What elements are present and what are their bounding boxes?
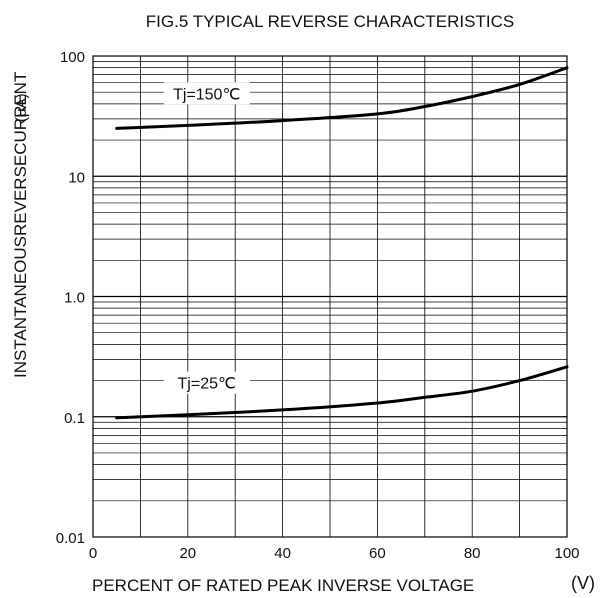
grid — [93, 56, 567, 537]
y-tick-label: 10 — [68, 169, 85, 186]
y-tick-label: 100 — [60, 49, 85, 66]
series-line-tj25 — [115, 365, 569, 420]
y-axis-unit: (μA) — [13, 93, 30, 122]
plot-frame — [92, 55, 568, 538]
x-tick-label: 100 — [554, 545, 579, 562]
y-tick-labels: 0.01 0.1 1.0 10 100 — [56, 49, 85, 547]
series-label: Tj=25℃ — [178, 376, 236, 393]
series-layer: Tj=150℃ Tj=25℃ — [115, 66, 569, 420]
x-axis-label: PERCENT OF RATED PEAK INVERSE VOLTAGE — [92, 576, 474, 595]
series-label-background — [163, 371, 250, 394]
x-axis-unit: (V) — [571, 573, 595, 593]
x-tick-label: 0 — [89, 545, 97, 562]
x-tick-label: 80 — [464, 545, 481, 562]
x-tick-label: 40 — [274, 545, 291, 562]
series-label: Tj=150℃ — [173, 86, 240, 103]
x-tick-label: 60 — [369, 545, 386, 562]
y-tick-label: 1.0 — [64, 290, 85, 307]
chart-title: FIG.5 TYPICAL REVERSE CHARACTERISTICS — [146, 12, 514, 31]
y-tick-label: 0.01 — [56, 530, 85, 547]
series-label-background — [163, 82, 250, 105]
series-line-tj150 — [115, 66, 569, 130]
x-tick-labels: 0 20 40 60 80 100 — [89, 545, 580, 562]
y-tick-label: 0.1 — [64, 410, 85, 427]
x-tick-label: 20 — [179, 545, 196, 562]
y-axis-label: INSTANTANEOUSREVERSECURRENT — [11, 72, 30, 378]
